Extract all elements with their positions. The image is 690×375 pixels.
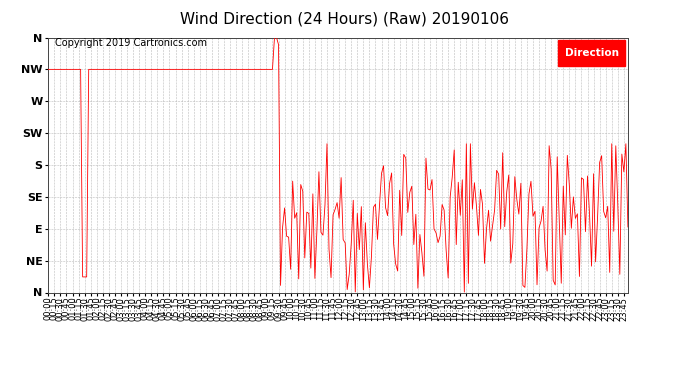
Text: Copyright 2019 Cartronics.com: Copyright 2019 Cartronics.com — [55, 38, 207, 48]
Text: Wind Direction (24 Hours) (Raw) 20190106: Wind Direction (24 Hours) (Raw) 20190106 — [181, 11, 509, 26]
FancyBboxPatch shape — [558, 40, 625, 66]
Text: Direction: Direction — [564, 48, 619, 58]
